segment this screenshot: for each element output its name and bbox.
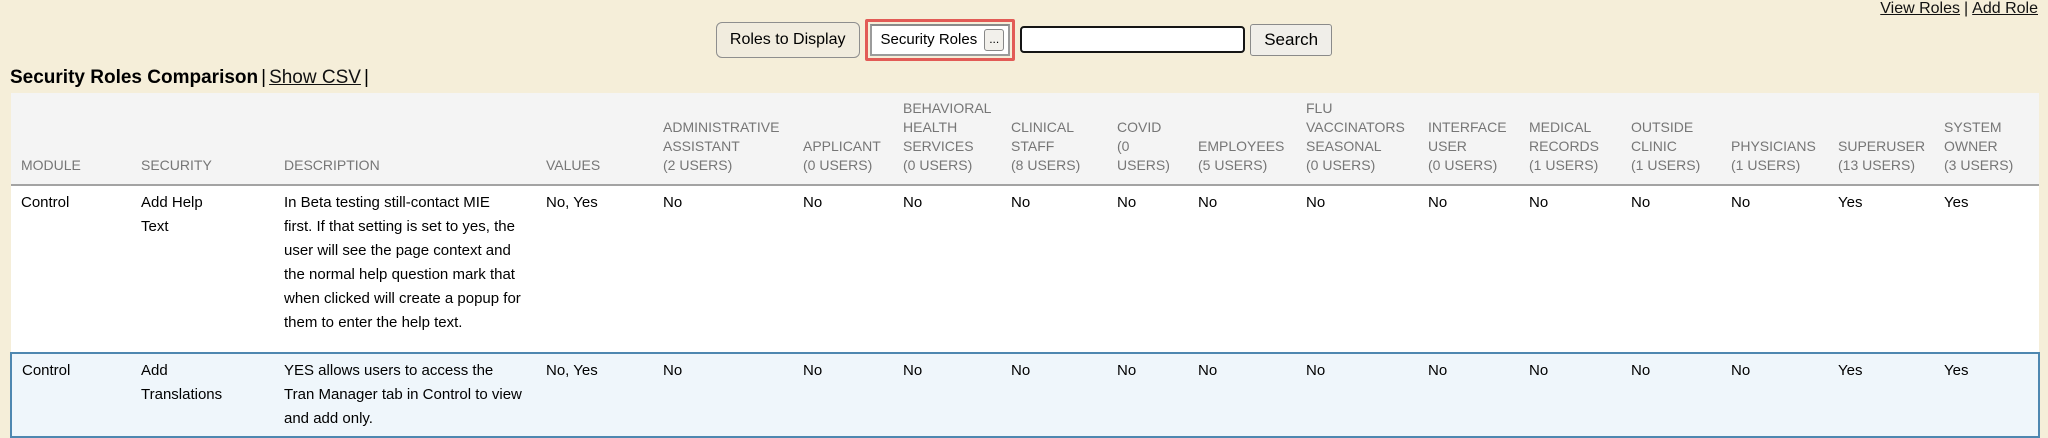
cell-role-value: No	[1296, 185, 1418, 353]
cell-role-value: No	[1107, 352, 1188, 438]
cell-role-value: No	[1418, 185, 1519, 353]
search-input[interactable]	[1020, 26, 1246, 53]
cell-role-value: No	[1721, 352, 1828, 438]
column-header-flu-vaccinators-seasonal: FLU VACCINATORS SEASONAL (0 USERS)	[1296, 93, 1418, 186]
cell-role-value: No	[1621, 352, 1721, 438]
column-header-description: DESCRIPTION	[274, 93, 536, 186]
cell-role-value: No	[653, 185, 793, 353]
cell-role-value: No	[1721, 185, 1828, 353]
column-header-outside-clinic: OUTSIDE CLINIC (1 USERS)	[1621, 93, 1721, 186]
column-header-administrative-assistant: ADMINISTRATIVE ASSISTANT (2 USERS)	[653, 93, 793, 186]
column-header-module: MODULE	[11, 93, 131, 186]
cell-values: No, Yes	[536, 185, 653, 353]
cell-role-value: No	[1418, 352, 1519, 438]
column-header-values: VALUES	[536, 93, 653, 186]
page-title: Security Roles Comparison	[10, 67, 259, 88]
column-header-physicians: PHYSICIANS (1 USERS)	[1721, 93, 1828, 186]
cell-role-value: No	[893, 185, 1001, 353]
column-header-system-owner: SYSTEM OWNER (3 USERS)	[1934, 93, 2039, 186]
cell-role-value: No	[793, 352, 893, 438]
roles-to-display-button[interactable]: Roles to Display	[715, 21, 860, 58]
cell-role-value: No	[653, 352, 793, 438]
table-row-add-translations: Control Add Translations YES allows user…	[10, 352, 2040, 438]
roles-filter-highlight: Security Roles ...	[864, 18, 1016, 61]
cell-description: In Beta testing still-contact MIE first.…	[274, 185, 536, 353]
add-role-link[interactable]: Add Role	[1972, 0, 2038, 17]
column-header-applicant: APPLICANT (0 USERS)	[793, 93, 893, 186]
cell-role-value: Yes	[1934, 185, 2039, 353]
column-header-medical-records: MEDICAL RECORDS (1 USERS)	[1519, 93, 1621, 186]
cell-role-value: No	[1519, 352, 1621, 438]
cell-role-value: No	[793, 185, 893, 353]
roles-filter-select[interactable]: Security Roles ...	[869, 23, 1011, 56]
toolbar: Roles to Display Security Roles ... Sear…	[0, 0, 2048, 62]
cell-role-value: Yes	[1828, 352, 1934, 438]
title-separator: |	[261, 67, 267, 88]
cell-role-value: No	[1107, 185, 1188, 353]
cell-security: Add Translations	[131, 352, 274, 438]
table-row-add-help-text: Control Add Help Text In Beta testing st…	[11, 185, 2039, 353]
cell-values: No, Yes	[536, 352, 653, 438]
cell-role-value: No	[893, 352, 1001, 438]
roles-comparison-table: MODULE SECURITY DESCRIPTION VALUES ADMIN…	[10, 93, 2040, 438]
cell-module: Control	[10, 352, 131, 438]
search-button[interactable]: Search	[1250, 23, 1333, 56]
roles-comparison-table-container: MODULE SECURITY DESCRIPTION VALUES ADMIN…	[10, 93, 2040, 438]
page-title-row: Security Roles Comparison | Show CSV |	[10, 67, 2048, 89]
cell-role-value: Yes	[1828, 185, 1934, 353]
roles-filter-ellipsis-button[interactable]: ...	[984, 28, 1005, 51]
table-header-row: MODULE SECURITY DESCRIPTION VALUES ADMIN…	[11, 93, 2039, 186]
top-action-links: View Roles | Add Role	[1880, 0, 2038, 18]
title-separator-2: |	[363, 67, 369, 88]
cell-role-value: No	[1001, 185, 1107, 353]
cell-description: YES allows users to access the Tran Mana…	[274, 352, 536, 438]
column-header-clinical-staff: CLINICAL STAFF (8 USERS)	[1001, 93, 1107, 186]
cell-module: Control	[11, 185, 131, 353]
cell-role-value: No	[1001, 352, 1107, 438]
cell-role-value: No	[1296, 352, 1418, 438]
column-header-covid: COVID (0 USERS)	[1107, 93, 1188, 186]
cell-role-value: No	[1188, 185, 1296, 353]
cell-role-value: No	[1519, 185, 1621, 353]
cell-role-value: No	[1188, 352, 1296, 438]
cell-role-value: Yes	[1934, 352, 2040, 438]
cell-role-value: No	[1621, 185, 1721, 353]
column-header-security: SECURITY	[131, 93, 274, 186]
column-header-behavioral-health-services: BEHAVIORAL HEALTH SERVICES (0 USERS)	[893, 93, 1001, 186]
show-csv-link[interactable]: Show CSV	[269, 67, 361, 88]
column-header-interface-user: INTERFACE USER (0 USERS)	[1418, 93, 1519, 186]
column-header-employees: EMPLOYEES (5 USERS)	[1188, 93, 1296, 186]
link-separator: |	[1964, 0, 1969, 17]
cell-security: Add Help Text	[131, 185, 274, 353]
roles-filter-value: Security Roles	[880, 31, 978, 48]
column-header-superuser: SUPERUSER (13 USERS)	[1828, 93, 1934, 186]
view-roles-link[interactable]: View Roles	[1880, 0, 1961, 17]
